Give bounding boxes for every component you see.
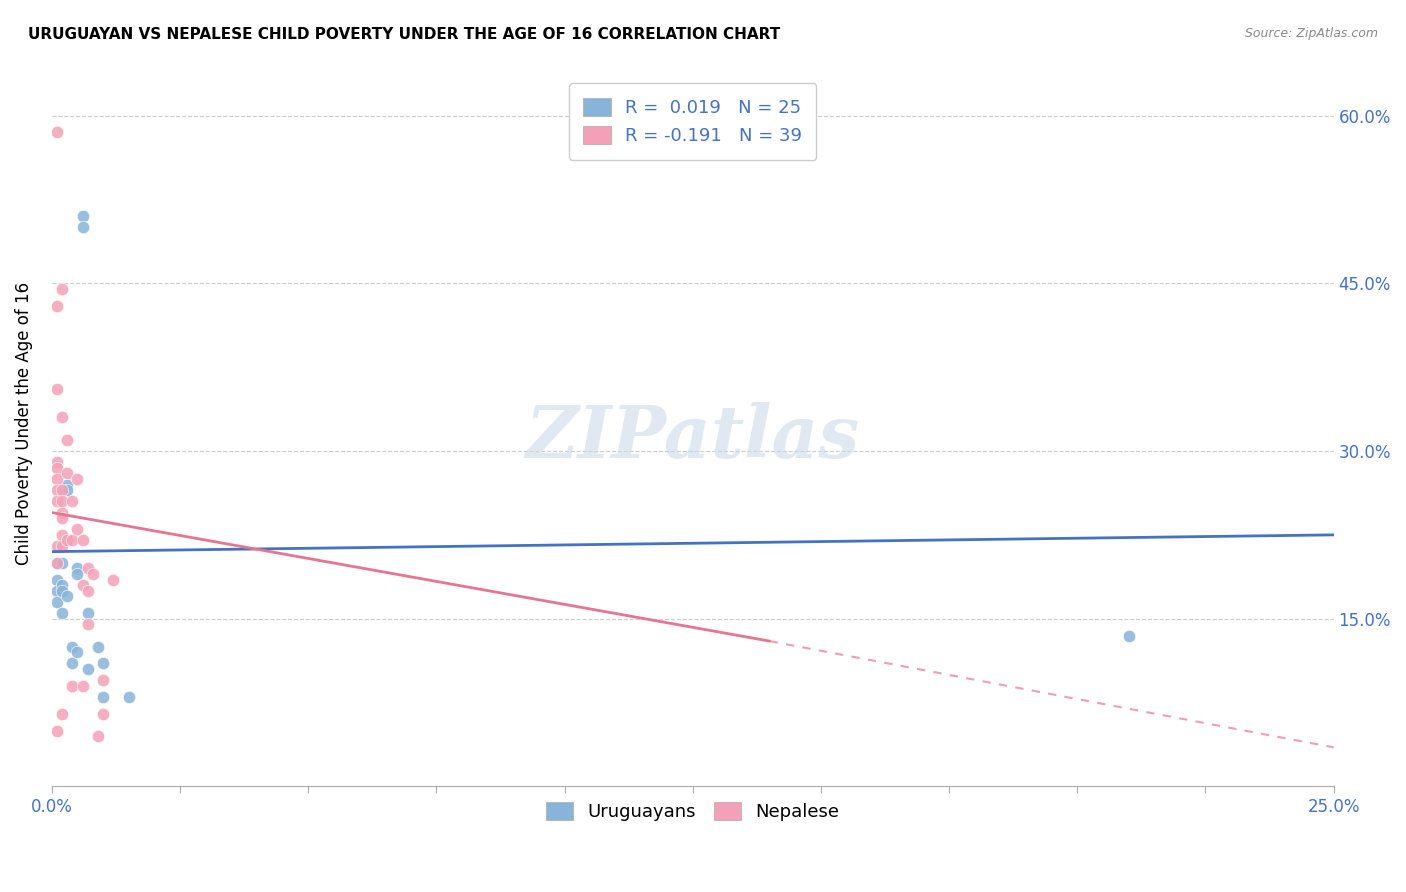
Point — [45, 556, 67, 570]
Point — [60, 640, 83, 654]
Point — [82, 567, 104, 582]
Point — [56, 477, 79, 491]
Point — [91, 657, 114, 671]
Point — [45, 483, 67, 497]
Point — [66, 645, 89, 659]
Point — [51, 410, 73, 425]
Point — [51, 483, 73, 497]
Y-axis label: Child Poverty Under the Age of 16: Child Poverty Under the Age of 16 — [15, 282, 32, 565]
Point — [56, 590, 79, 604]
Point — [76, 606, 98, 620]
Point — [1118, 628, 1140, 642]
Point — [45, 723, 67, 738]
Point — [87, 729, 110, 743]
Point — [51, 282, 73, 296]
Point — [51, 511, 73, 525]
Point — [60, 657, 83, 671]
Point — [56, 483, 79, 497]
Point — [60, 533, 83, 548]
Point — [45, 455, 67, 469]
Point — [87, 640, 110, 654]
Point — [76, 617, 98, 632]
Point — [45, 539, 67, 553]
Point — [51, 506, 73, 520]
Text: Source: ZipAtlas.com: Source: ZipAtlas.com — [1244, 27, 1378, 40]
Point — [118, 690, 141, 704]
Point — [103, 573, 125, 587]
Point — [66, 561, 89, 575]
Point — [51, 494, 73, 508]
Point — [72, 209, 94, 223]
Point — [51, 583, 73, 598]
Text: ZIPatlas: ZIPatlas — [526, 402, 859, 473]
Point — [91, 673, 114, 688]
Point — [56, 467, 79, 481]
Point — [45, 583, 67, 598]
Point — [76, 561, 98, 575]
Point — [72, 679, 94, 693]
Point — [51, 706, 73, 721]
Point — [66, 567, 89, 582]
Point — [91, 706, 114, 721]
Point — [45, 472, 67, 486]
Point — [72, 220, 94, 235]
Point — [60, 679, 83, 693]
Legend: Uruguayans, Nepalese: Uruguayans, Nepalese — [531, 788, 853, 836]
Point — [45, 125, 67, 139]
Point — [66, 472, 89, 486]
Point — [51, 528, 73, 542]
Text: URUGUAYAN VS NEPALESE CHILD POVERTY UNDER THE AGE OF 16 CORRELATION CHART: URUGUAYAN VS NEPALESE CHILD POVERTY UNDE… — [28, 27, 780, 42]
Point — [45, 460, 67, 475]
Point — [51, 556, 73, 570]
Point — [56, 433, 79, 447]
Point — [45, 595, 67, 609]
Point — [72, 533, 94, 548]
Point — [72, 578, 94, 592]
Point — [51, 578, 73, 592]
Point — [45, 383, 67, 397]
Point — [60, 494, 83, 508]
Point — [45, 573, 67, 587]
Point — [45, 556, 67, 570]
Point — [91, 690, 114, 704]
Point — [45, 299, 67, 313]
Point — [45, 494, 67, 508]
Point — [76, 662, 98, 676]
Point — [51, 539, 73, 553]
Point — [51, 606, 73, 620]
Point — [56, 533, 79, 548]
Point — [66, 522, 89, 536]
Point — [76, 583, 98, 598]
